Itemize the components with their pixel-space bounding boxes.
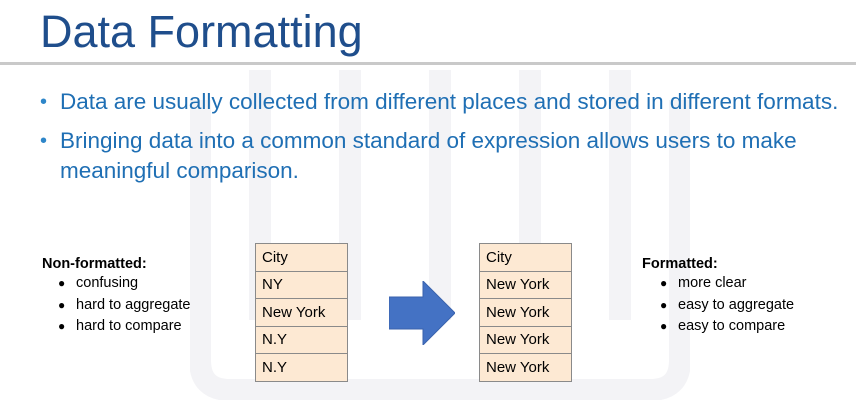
list-item: ● hard to compare: [58, 316, 190, 338]
list-item-label: confusing: [76, 275, 139, 291]
bullet-dot-icon: ●: [660, 297, 668, 312]
table-row: New York: [479, 270, 572, 299]
bullet-dot-icon: ●: [58, 276, 66, 290]
title-divider: [0, 62, 856, 65]
table-row: City: [255, 243, 348, 272]
bullet-dot-icon: •: [40, 91, 48, 113]
list-item-label: hard to aggregate: [76, 296, 191, 313]
list-item: ● easy to compare: [660, 316, 794, 338]
non-formatted-heading: Non-formatted:: [42, 256, 147, 272]
table-cell: New York: [255, 298, 348, 327]
list-item: ● easy to aggregate: [660, 295, 794, 317]
bullet-dot-icon: ●: [58, 297, 66, 312]
formatted-list: ● more clear ● easy to aggregate ● easy to …: [660, 273, 794, 338]
table-cell: N.Y: [255, 325, 348, 354]
bullet-text: Data are usually collected from differen…: [60, 89, 839, 114]
table-cell: NY: [255, 270, 348, 299]
table-cell: City: [255, 243, 348, 272]
table-row: N.Y: [255, 353, 348, 382]
formatted-heading: Formatted:: [642, 256, 718, 272]
table-after: City New York New York New York New York: [479, 243, 572, 382]
table-row: New York: [479, 353, 572, 382]
list-item: ● confusing: [58, 273, 190, 295]
bullet-list: • Data are usually collected from differ…: [38, 87, 843, 195]
bullet-dot-icon: ●: [660, 276, 668, 290]
list-item: ● more clear: [660, 273, 794, 295]
bullet-dot-icon: •: [40, 130, 48, 152]
table-cell: City: [479, 243, 572, 272]
list-item-label: more clear: [678, 275, 747, 291]
bullet-text: Bringing data into a common standard of …: [60, 128, 797, 183]
table-row: City: [479, 243, 572, 272]
page-title: Data Formatting: [40, 6, 363, 57]
bullet-item: • Bringing data into a common standard o…: [38, 126, 843, 186]
table-cell: N.Y: [255, 353, 348, 382]
list-item: ● hard to aggregate: [58, 295, 190, 317]
table-cell: New York: [479, 353, 572, 382]
table-row: NY: [255, 270, 348, 299]
table-before: City NY New York N.Y N.Y: [255, 243, 348, 382]
table-cell: New York: [479, 298, 572, 327]
bullet-item: • Data are usually collected from differ…: [38, 87, 843, 117]
table-row: New York: [479, 325, 572, 354]
table-row: New York: [255, 298, 348, 327]
table-row: N.Y: [255, 325, 348, 354]
right-arrow-icon: [389, 281, 455, 345]
list-item-label: hard to compare: [76, 318, 182, 334]
table-cell: New York: [479, 270, 572, 299]
list-item-label: easy to aggregate: [678, 296, 795, 313]
table-row: New York: [479, 298, 572, 327]
table-cell: New York: [479, 325, 572, 354]
bullet-dot-icon: ●: [58, 319, 66, 333]
list-item-label: easy to compare: [678, 318, 786, 334]
non-formatted-list: ● confusing ● hard to aggregate ● hard to c…: [58, 273, 190, 338]
bullet-dot-icon: ●: [660, 319, 668, 333]
